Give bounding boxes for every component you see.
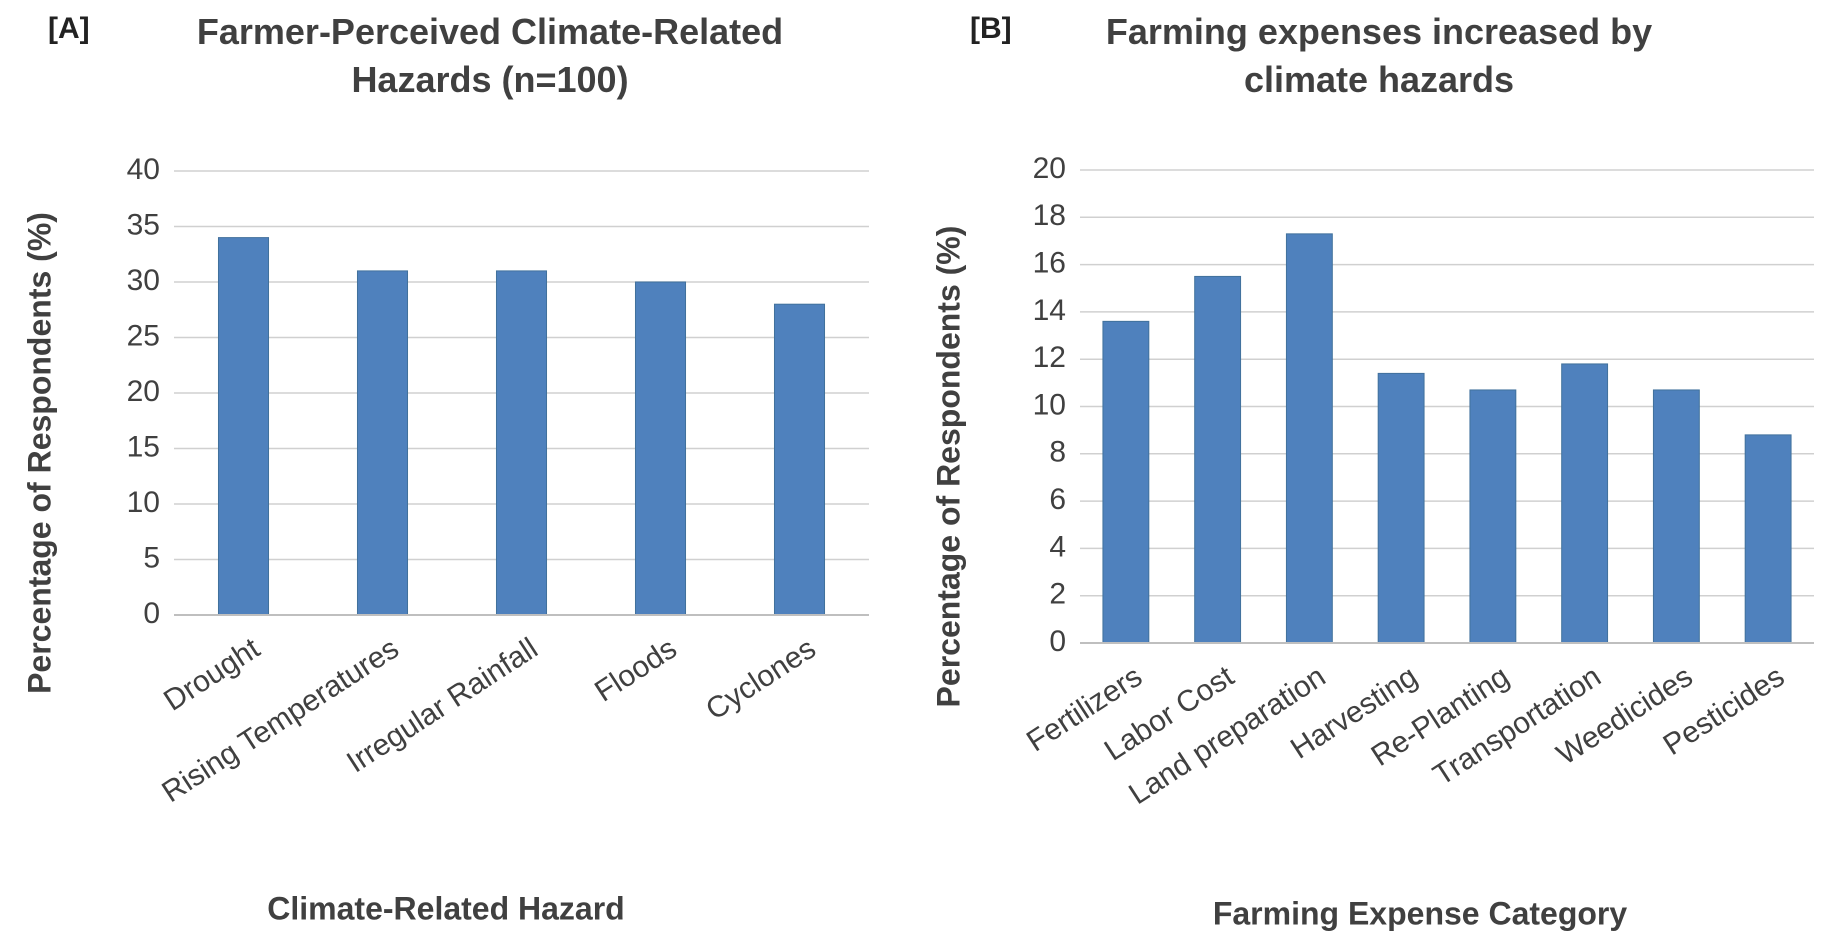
y-tick-label: 20 [127,375,160,408]
y-tick-label: 12 [1033,341,1066,374]
x-axis-title: Climate-Related Hazard [267,890,624,926]
y-tick-label: 25 [127,319,160,352]
x-tick-label: Floods [589,632,682,709]
y-tick-label: 35 [127,208,160,241]
bar [1194,275,1242,644]
y-tick-label: 20 [1033,152,1066,185]
panel-label: [B] [970,12,1012,45]
y-tick-label: 0 [143,597,160,630]
y-tick-label: 16 [1033,247,1066,280]
y-tick-label: 18 [1033,199,1066,232]
chart-title: Farmer-Perceived Climate-Related Hazards… [196,11,784,100]
bar [217,237,270,616]
y-tick-label: 14 [1033,294,1066,327]
bar [495,270,548,616]
y-tick-label: 10 [1033,388,1066,421]
bar [1377,372,1425,644]
bar [1744,434,1792,644]
x-axis-title: Farming Expense Category [1213,895,1628,931]
bar [1652,389,1700,644]
bar [634,281,687,616]
chart-title: Farming expenses increased by climate ha… [1105,11,1653,100]
y-tick-label: 4 [1049,530,1066,563]
x-tick-label: Cyclones [700,632,821,727]
bar [773,303,826,616]
panel-label: [A] [48,12,90,45]
y-axis-title: Percentage of Respondents (%) [930,226,966,708]
bar [1561,363,1609,644]
y-tick-label: 6 [1049,483,1066,516]
y-tick-label: 5 [143,541,160,574]
y-axis-title: Percentage of Respondents (%) [21,212,57,694]
y-tick-label: 8 [1049,436,1066,469]
y-tick-label: 40 [127,153,160,186]
x-tick-label: Drought [158,631,266,717]
y-tick-label: 2 [1049,578,1066,611]
y-tick-label: 10 [127,486,160,519]
bar [1469,389,1517,644]
bar [1285,233,1333,644]
bar [356,270,409,616]
y-tick-label: 0 [1049,625,1066,658]
y-tick-label: 15 [127,430,160,463]
bar [1102,320,1150,644]
y-tick-label: 30 [127,264,160,297]
x-tick-label: Rising Temperatures [156,632,404,809]
